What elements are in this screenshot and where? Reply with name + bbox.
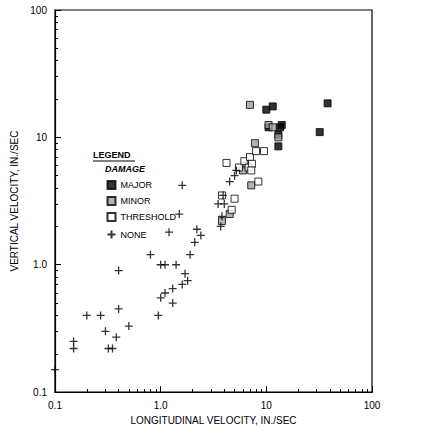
svg-text:LEGEND: LEGEND [93,150,131,160]
svg-text:VERTICAL VELOCITY, IN./SEC: VERTICAL VELOCITY, IN./SEC [9,131,20,272]
svg-text:0.1: 0.1 [33,387,47,398]
svg-text:10: 10 [36,132,48,143]
svg-text:MAJOR: MAJOR [121,180,153,190]
svg-text:10: 10 [261,400,273,411]
svg-text:100: 100 [364,400,381,411]
svg-text:DAMAGE: DAMAGE [105,164,146,174]
svg-text:0.1: 0.1 [48,400,62,411]
svg-text:100: 100 [30,5,47,16]
svg-text:1.0: 1.0 [33,259,47,270]
svg-text:THRESHOLD: THRESHOLD [121,212,177,222]
svg-text:LONGITUDINAL VELOCITY, IN./SEC: LONGITUDINAL VELOCITY, IN./SEC [130,415,296,426]
svg-text:MINOR: MINOR [121,196,151,206]
svg-text:NONE: NONE [121,230,147,240]
svg-text:1.0: 1.0 [154,400,168,411]
